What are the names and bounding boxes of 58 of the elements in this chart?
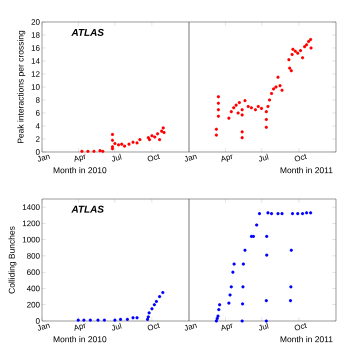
point [270, 212, 274, 216]
text: Month in 2011 [280, 336, 333, 342]
point [232, 262, 236, 266]
point [242, 262, 245, 266]
y-axis-title: Peak interactions per crossing [17, 30, 26, 144]
point [240, 302, 244, 306]
point [214, 319, 218, 323]
point [76, 318, 80, 322]
point [289, 285, 292, 288]
point [218, 303, 222, 306]
point [82, 318, 86, 322]
point [131, 316, 135, 320]
point [150, 307, 154, 310]
point [265, 234, 268, 238]
annotation: ATLAS [71, 28, 104, 36]
point [258, 212, 262, 216]
point [88, 318, 92, 322]
point [243, 248, 247, 252]
point [304, 211, 308, 214]
point [135, 316, 139, 320]
text: Month in 2011 [280, 167, 333, 174]
point [288, 299, 292, 302]
point [290, 248, 293, 252]
point [216, 314, 220, 318]
point [300, 212, 304, 216]
point [265, 254, 268, 257]
point [266, 211, 270, 214]
point [255, 223, 258, 227]
point [146, 315, 150, 319]
point [118, 318, 122, 321]
y-axis-title: Colliding Bunches [8, 226, 16, 294]
x-axis-title: Month in 2010 [54, 336, 106, 342]
point [309, 211, 312, 214]
point [161, 290, 164, 294]
point [217, 308, 220, 312]
point [296, 212, 300, 216]
point [276, 212, 280, 216]
annotation: ATLAS [71, 206, 104, 213]
point [96, 318, 100, 322]
point [158, 295, 162, 298]
point [126, 318, 129, 321]
point [264, 299, 268, 302]
point [227, 302, 230, 305]
point [290, 212, 294, 216]
point [154, 300, 158, 304]
point [228, 293, 232, 297]
point [231, 270, 234, 274]
point [102, 318, 106, 322]
point [148, 311, 151, 314]
point [152, 303, 156, 306]
point [280, 212, 284, 216]
point [241, 285, 245, 288]
x-axis-title: Month in 2010 [54, 167, 106, 174]
point [146, 318, 150, 321]
point [216, 316, 219, 320]
point [113, 318, 116, 322]
point [230, 285, 233, 288]
point [240, 319, 244, 323]
